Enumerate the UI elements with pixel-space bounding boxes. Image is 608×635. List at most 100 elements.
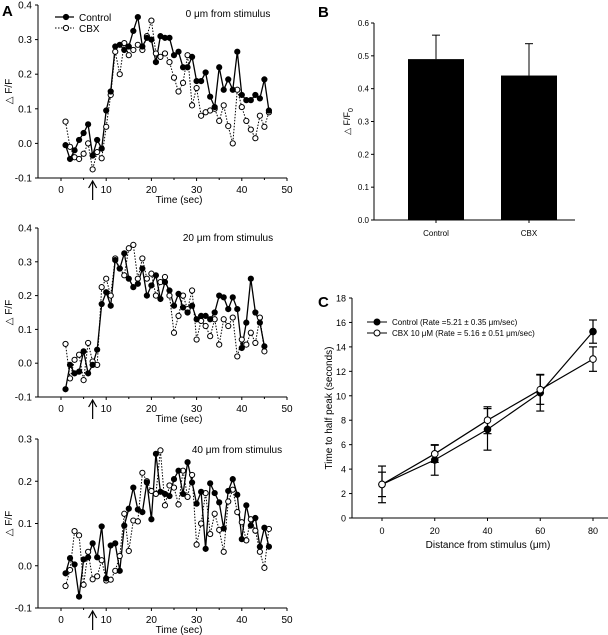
data-point-cbx bbox=[252, 527, 259, 534]
y-tick-label: 0.0 bbox=[18, 359, 32, 370]
data-point-control bbox=[75, 368, 83, 375]
data-point-control bbox=[98, 523, 105, 530]
data-point-control bbox=[198, 78, 205, 85]
data-point-cbx bbox=[98, 155, 105, 162]
chart-a-20um: -0.1 0.0 0.1 0.2 0.3 0.4 0 10 20 30 40 50 Time (sec)… bbox=[4, 224, 293, 426]
x-tick-label: 10 bbox=[101, 404, 113, 415]
data-point-cbx bbox=[225, 498, 232, 505]
data-point-control bbox=[89, 540, 96, 547]
data-point-control bbox=[62, 386, 69, 393]
x-tick-label: 0 bbox=[58, 185, 64, 196]
data-point-cbx bbox=[71, 528, 78, 535]
y-tick-label: 12 bbox=[336, 367, 346, 377]
data-point-control bbox=[148, 282, 155, 289]
data-point-control bbox=[85, 370, 92, 377]
x-tick-label: 40 bbox=[236, 185, 248, 196]
data-point-control bbox=[112, 257, 119, 264]
data-point-cbx bbox=[229, 314, 236, 321]
data-point-cbx bbox=[89, 576, 96, 583]
data-point-control bbox=[152, 450, 160, 457]
legend-label-cbx: CBX bbox=[79, 24, 100, 35]
data-point-cbx bbox=[175, 501, 182, 508]
data-point-cbx bbox=[62, 340, 69, 348]
data-point-cbx bbox=[193, 84, 200, 92]
data-point-cbx bbox=[234, 508, 241, 516]
data-point-control bbox=[175, 48, 182, 55]
x-tick-label: 40 bbox=[482, 526, 492, 536]
data-point-control bbox=[211, 309, 218, 316]
y-axis-label-subscript: 0 bbox=[348, 108, 355, 112]
data-point-control bbox=[265, 107, 273, 114]
data-point-control bbox=[125, 43, 132, 50]
data-point-control bbox=[134, 506, 141, 513]
data-point-cbx bbox=[483, 416, 492, 425]
y-axis-label: Time to half peak (seconds) bbox=[324, 346, 335, 469]
data-point-cbx bbox=[216, 341, 223, 348]
data-point-control bbox=[75, 593, 83, 600]
data-point-cbx bbox=[252, 135, 259, 142]
data-point-cbx bbox=[103, 275, 110, 282]
data-point-cbx bbox=[225, 322, 232, 330]
data-point-cbx bbox=[134, 275, 141, 282]
data-point-cbx bbox=[125, 245, 132, 252]
data-point-control bbox=[71, 561, 78, 568]
x-tick-label: Control bbox=[423, 229, 449, 238]
legend-marker-control bbox=[62, 13, 70, 21]
data-point-control bbox=[188, 53, 196, 61]
x-tick-label: 30 bbox=[191, 404, 203, 415]
x-tick-label: 30 bbox=[191, 615, 203, 626]
data-point-control bbox=[193, 500, 200, 507]
data-point-cbx bbox=[85, 140, 92, 147]
data-point-control bbox=[207, 316, 214, 323]
data-point-cbx bbox=[157, 53, 164, 61]
data-point-cbx bbox=[152, 50, 160, 57]
x-tick-label: 20 bbox=[146, 185, 158, 196]
data-point-control bbox=[234, 306, 241, 313]
bar-cbx bbox=[501, 75, 557, 221]
bar-control bbox=[408, 59, 464, 220]
legend-label-cbx: CBX 10 μM (Rate = 5.16 ± 0.51 μm/sec) bbox=[392, 329, 535, 338]
y-tick-label: 8 bbox=[341, 416, 346, 426]
data-point-control bbox=[71, 147, 78, 154]
data-point-control bbox=[188, 479, 196, 486]
data-point-cbx bbox=[170, 329, 178, 336]
plot-title: 40 μm from stimulus bbox=[192, 445, 282, 456]
data-point-control bbox=[175, 467, 182, 474]
data-point-control bbox=[94, 554, 101, 561]
x-axis-label: Time (sec) bbox=[156, 195, 203, 206]
data-point-cbx bbox=[220, 548, 227, 555]
data-point-control bbox=[157, 295, 164, 303]
data-point-control bbox=[166, 287, 173, 294]
data-point-cbx bbox=[207, 333, 214, 340]
data-point-control bbox=[247, 522, 254, 529]
data-point-cbx bbox=[134, 518, 141, 525]
y-tick-label: -0.1 bbox=[15, 604, 33, 615]
data-point-control bbox=[89, 361, 96, 368]
y-tick-label: 0.3 bbox=[358, 118, 370, 127]
data-point-control bbox=[170, 302, 178, 309]
x-tick-label: 50 bbox=[281, 404, 293, 415]
data-point-cbx bbox=[220, 102, 227, 109]
data-point-control bbox=[238, 536, 245, 543]
y-tick-label: -0.1 bbox=[15, 393, 33, 404]
data-point-control bbox=[170, 52, 178, 59]
data-point-control bbox=[152, 58, 160, 66]
data-point-control bbox=[130, 484, 137, 491]
data-point-control bbox=[98, 145, 105, 152]
data-point-control bbox=[211, 103, 218, 111]
data-point-cbx bbox=[175, 312, 182, 319]
y-axis-label: △ F/F bbox=[4, 300, 15, 325]
data-point-cbx bbox=[225, 123, 232, 130]
data-point-control bbox=[143, 479, 150, 486]
x-axis-label: Time (sec) bbox=[156, 625, 203, 635]
data-point-cbx bbox=[193, 336, 200, 343]
data-point-control bbox=[62, 142, 69, 149]
data-point-cbx bbox=[243, 341, 250, 348]
data-point-control bbox=[89, 152, 96, 159]
data-point-cbx bbox=[238, 519, 245, 526]
data-point-cbx bbox=[161, 502, 169, 509]
stimulus-arrow-icon bbox=[88, 609, 98, 619]
data-point-control bbox=[184, 309, 191, 316]
y-tick-label: 0.4 bbox=[18, 224, 32, 235]
y-tick-label: 0 bbox=[341, 514, 346, 524]
